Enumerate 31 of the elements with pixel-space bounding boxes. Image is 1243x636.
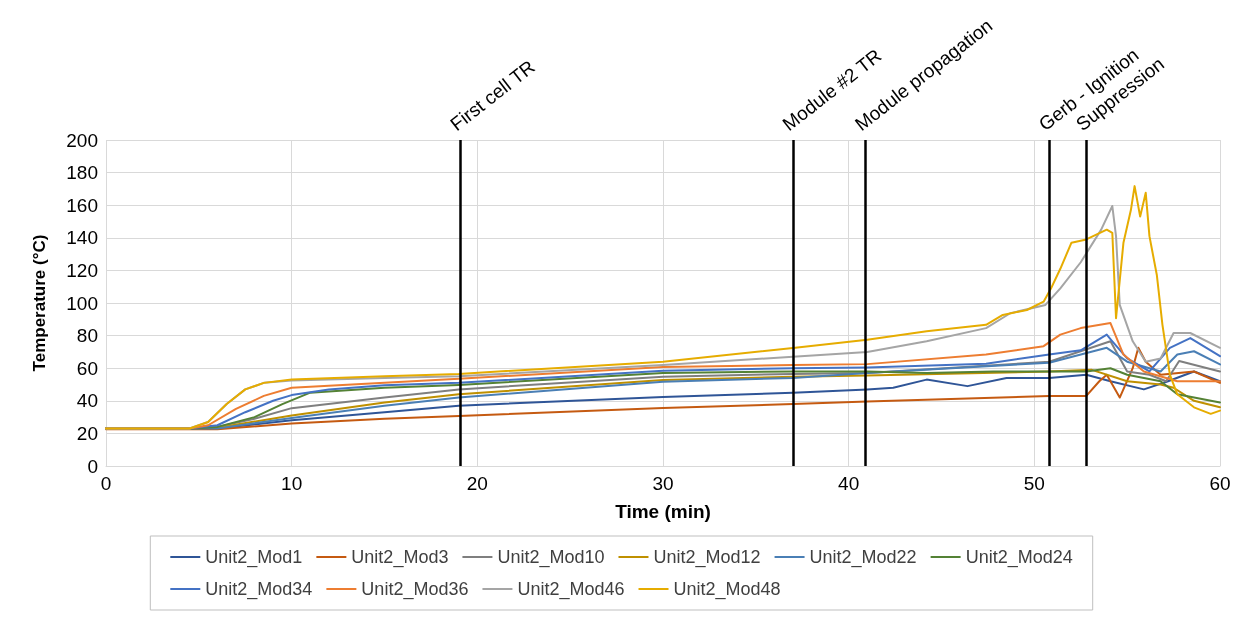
y-tick-label: 160: [66, 194, 98, 216]
x-tick-label: 40: [838, 473, 860, 494]
legend-label: Unit2_Mod24: [965, 547, 1073, 568]
legend-label: Unit2_Mod10: [497, 547, 605, 568]
x-tick-label: 20: [466, 473, 488, 494]
legend-label: Unit2_Mod34: [205, 579, 313, 600]
x-tick-label: 60: [1209, 473, 1231, 494]
y-tick-label: 200: [66, 129, 98, 151]
legend-label: Unit2_Mod3: [351, 547, 449, 568]
y-tick-label: 40: [76, 390, 98, 412]
legend-label: Unit2_Mod1: [205, 547, 303, 568]
legend-label: Unit2_Mod46: [517, 579, 625, 600]
legend-label: Unit2_Mod12: [653, 547, 761, 568]
legend-label: Unit2_Mod36: [361, 579, 469, 600]
y-tick-label: 180: [66, 162, 98, 184]
y-tick-label: 20: [76, 422, 98, 444]
y-tick-label: 120: [66, 259, 98, 281]
y-tick-label: 60: [76, 357, 98, 379]
legend-label: Unit2_Mod22: [809, 547, 917, 568]
y-tick-label: 140: [66, 227, 98, 249]
ref-line-label: First cell TR: [446, 56, 539, 135]
x-tick-label: 50: [1023, 473, 1045, 494]
y-tick-label: 100: [66, 292, 98, 314]
x-tick-label: 10: [281, 473, 303, 494]
y-tick-label: 0: [87, 455, 98, 477]
legend-label: Unit2_Mod48: [673, 579, 781, 600]
x-tick-label: 0: [100, 473, 112, 494]
x-tick-label: 30: [652, 473, 674, 494]
y-axis-title: Temperature (°C): [30, 234, 49, 372]
x-axis-title: Time (min): [615, 501, 711, 522]
y-tick-label: 80: [76, 325, 98, 347]
